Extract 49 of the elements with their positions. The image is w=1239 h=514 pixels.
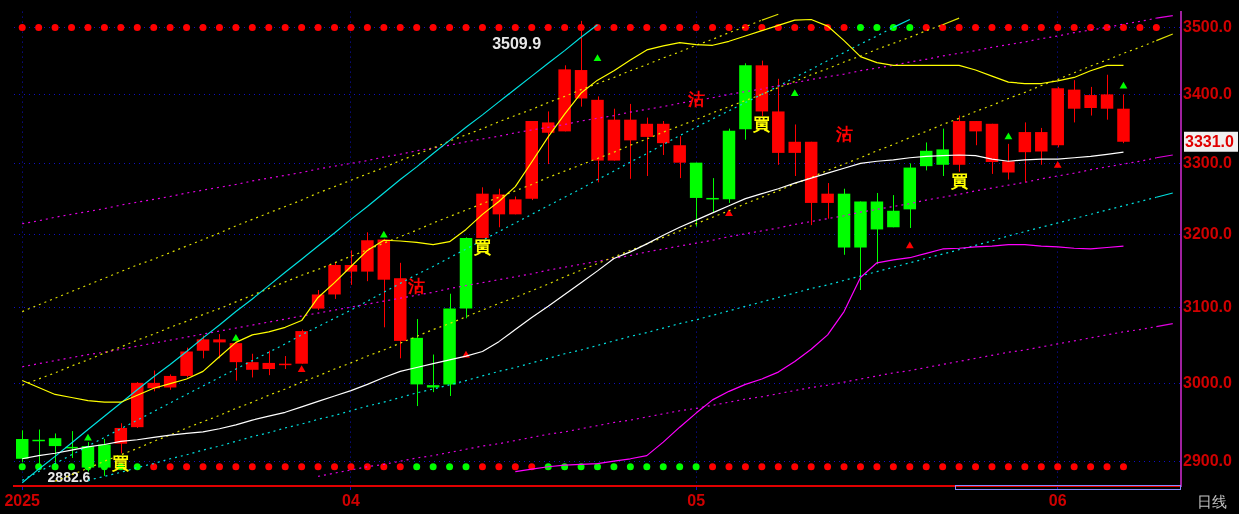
candlestick [1018,121,1032,183]
candlestick [1002,143,1015,181]
text: 3331.0 [1185,133,1234,151]
x-tick-label: 06 [1048,492,1067,510]
candlestick [936,128,949,177]
candlestick [887,194,900,228]
candlestick [196,335,210,359]
text: 2882.6 [47,468,91,485]
candlestick [229,341,243,382]
text: 3509.9 [492,35,542,53]
data-label: 買 [472,236,491,257]
point [297,365,306,373]
candlestick [673,135,686,179]
candlestick [541,110,555,165]
candlestick [1067,79,1081,123]
y-tick-label: 3300.0 [1183,153,1233,171]
point [232,334,240,341]
point [1004,132,1013,140]
y-tick-label: 3100.0 [1183,298,1233,316]
y-tick-label: 3400.0 [1183,84,1233,102]
point [593,54,602,61]
candlestick [262,350,276,376]
data-label: 沽 [686,88,705,109]
candlestick [246,353,259,378]
data-label: 沽 [407,276,426,297]
point [1053,160,1062,168]
candlestick [213,333,226,359]
data-label: 買 [111,452,130,473]
candlestick [1100,74,1114,121]
candlestick [788,123,801,177]
candlestick [1084,86,1097,117]
x-tick-label: 04 [342,492,360,510]
candlestick [1035,127,1048,166]
candlestick [624,103,637,180]
y-tick-label: 3200.0 [1183,224,1233,242]
candlestick [657,120,670,156]
x-tick-label: 05 [687,492,706,510]
point [790,89,799,96]
y-tick-label: 3000.0 [1183,374,1233,392]
candlestick [969,120,982,146]
candlestick [821,182,834,220]
x-tick-label: 2025 [4,492,41,510]
data-label: 買 [949,170,968,191]
y-tick-label: 3500.0 [1183,17,1233,35]
point [725,209,733,216]
data-label: 買 [752,113,771,134]
text: 日线 [1197,492,1227,511]
y-tick-label: 2900.0 [1183,452,1233,470]
candlestick [640,117,654,177]
